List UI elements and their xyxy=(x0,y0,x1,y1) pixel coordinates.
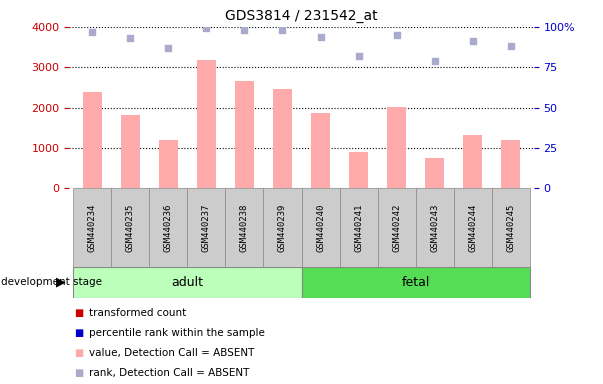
Bar xyxy=(425,157,444,188)
Text: GSM440242: GSM440242 xyxy=(392,204,401,252)
Text: GSM440234: GSM440234 xyxy=(87,204,96,252)
Text: GSM440237: GSM440237 xyxy=(202,204,211,252)
Point xyxy=(87,29,97,35)
Point xyxy=(201,25,211,31)
FancyBboxPatch shape xyxy=(73,188,111,267)
Text: ■: ■ xyxy=(74,368,83,378)
Bar xyxy=(121,115,140,188)
Bar xyxy=(463,134,482,188)
Text: GSM440245: GSM440245 xyxy=(507,204,516,252)
Point xyxy=(392,32,402,38)
Point xyxy=(468,38,478,45)
Point xyxy=(430,58,440,64)
Text: ■: ■ xyxy=(74,328,83,338)
Point xyxy=(163,45,173,51)
Text: fetal: fetal xyxy=(402,276,430,289)
FancyBboxPatch shape xyxy=(339,188,377,267)
FancyBboxPatch shape xyxy=(264,188,302,267)
Bar xyxy=(159,140,178,188)
Text: ▶: ▶ xyxy=(55,276,65,289)
Bar xyxy=(83,92,102,188)
Text: GSM440241: GSM440241 xyxy=(354,204,363,252)
Text: GSM440236: GSM440236 xyxy=(164,204,173,252)
Bar xyxy=(387,107,406,188)
Point xyxy=(239,27,249,33)
Text: GSM440243: GSM440243 xyxy=(430,204,439,252)
Text: ■: ■ xyxy=(74,308,83,318)
Bar xyxy=(235,81,254,188)
Point xyxy=(277,27,287,33)
Bar xyxy=(501,140,520,188)
FancyBboxPatch shape xyxy=(111,188,150,267)
Bar xyxy=(311,113,330,188)
Text: adult: adult xyxy=(171,276,203,289)
Bar xyxy=(197,60,216,188)
Text: GSM440235: GSM440235 xyxy=(126,204,134,252)
Text: value, Detection Call = ABSENT: value, Detection Call = ABSENT xyxy=(89,348,254,358)
Text: transformed count: transformed count xyxy=(89,308,186,318)
FancyBboxPatch shape xyxy=(453,188,492,267)
FancyBboxPatch shape xyxy=(150,188,188,267)
Point xyxy=(354,53,364,59)
Text: GSM440244: GSM440244 xyxy=(469,204,477,252)
Title: GDS3814 / 231542_at: GDS3814 / 231542_at xyxy=(225,9,378,23)
FancyBboxPatch shape xyxy=(302,188,339,267)
Text: GSM440240: GSM440240 xyxy=(316,204,325,252)
Text: GSM440239: GSM440239 xyxy=(278,204,287,252)
Point xyxy=(316,33,326,40)
FancyBboxPatch shape xyxy=(415,188,453,267)
Text: ■: ■ xyxy=(74,348,83,358)
Text: GSM440238: GSM440238 xyxy=(240,204,249,252)
Text: development stage: development stage xyxy=(1,277,102,287)
Point xyxy=(506,43,516,49)
Text: rank, Detection Call = ABSENT: rank, Detection Call = ABSENT xyxy=(89,368,250,378)
Bar xyxy=(349,152,368,188)
Point xyxy=(125,35,135,41)
Bar xyxy=(273,89,292,188)
Text: percentile rank within the sample: percentile rank within the sample xyxy=(89,328,265,338)
FancyBboxPatch shape xyxy=(302,267,530,298)
FancyBboxPatch shape xyxy=(188,188,226,267)
FancyBboxPatch shape xyxy=(73,267,302,298)
FancyBboxPatch shape xyxy=(377,188,415,267)
FancyBboxPatch shape xyxy=(226,188,264,267)
FancyBboxPatch shape xyxy=(492,188,530,267)
